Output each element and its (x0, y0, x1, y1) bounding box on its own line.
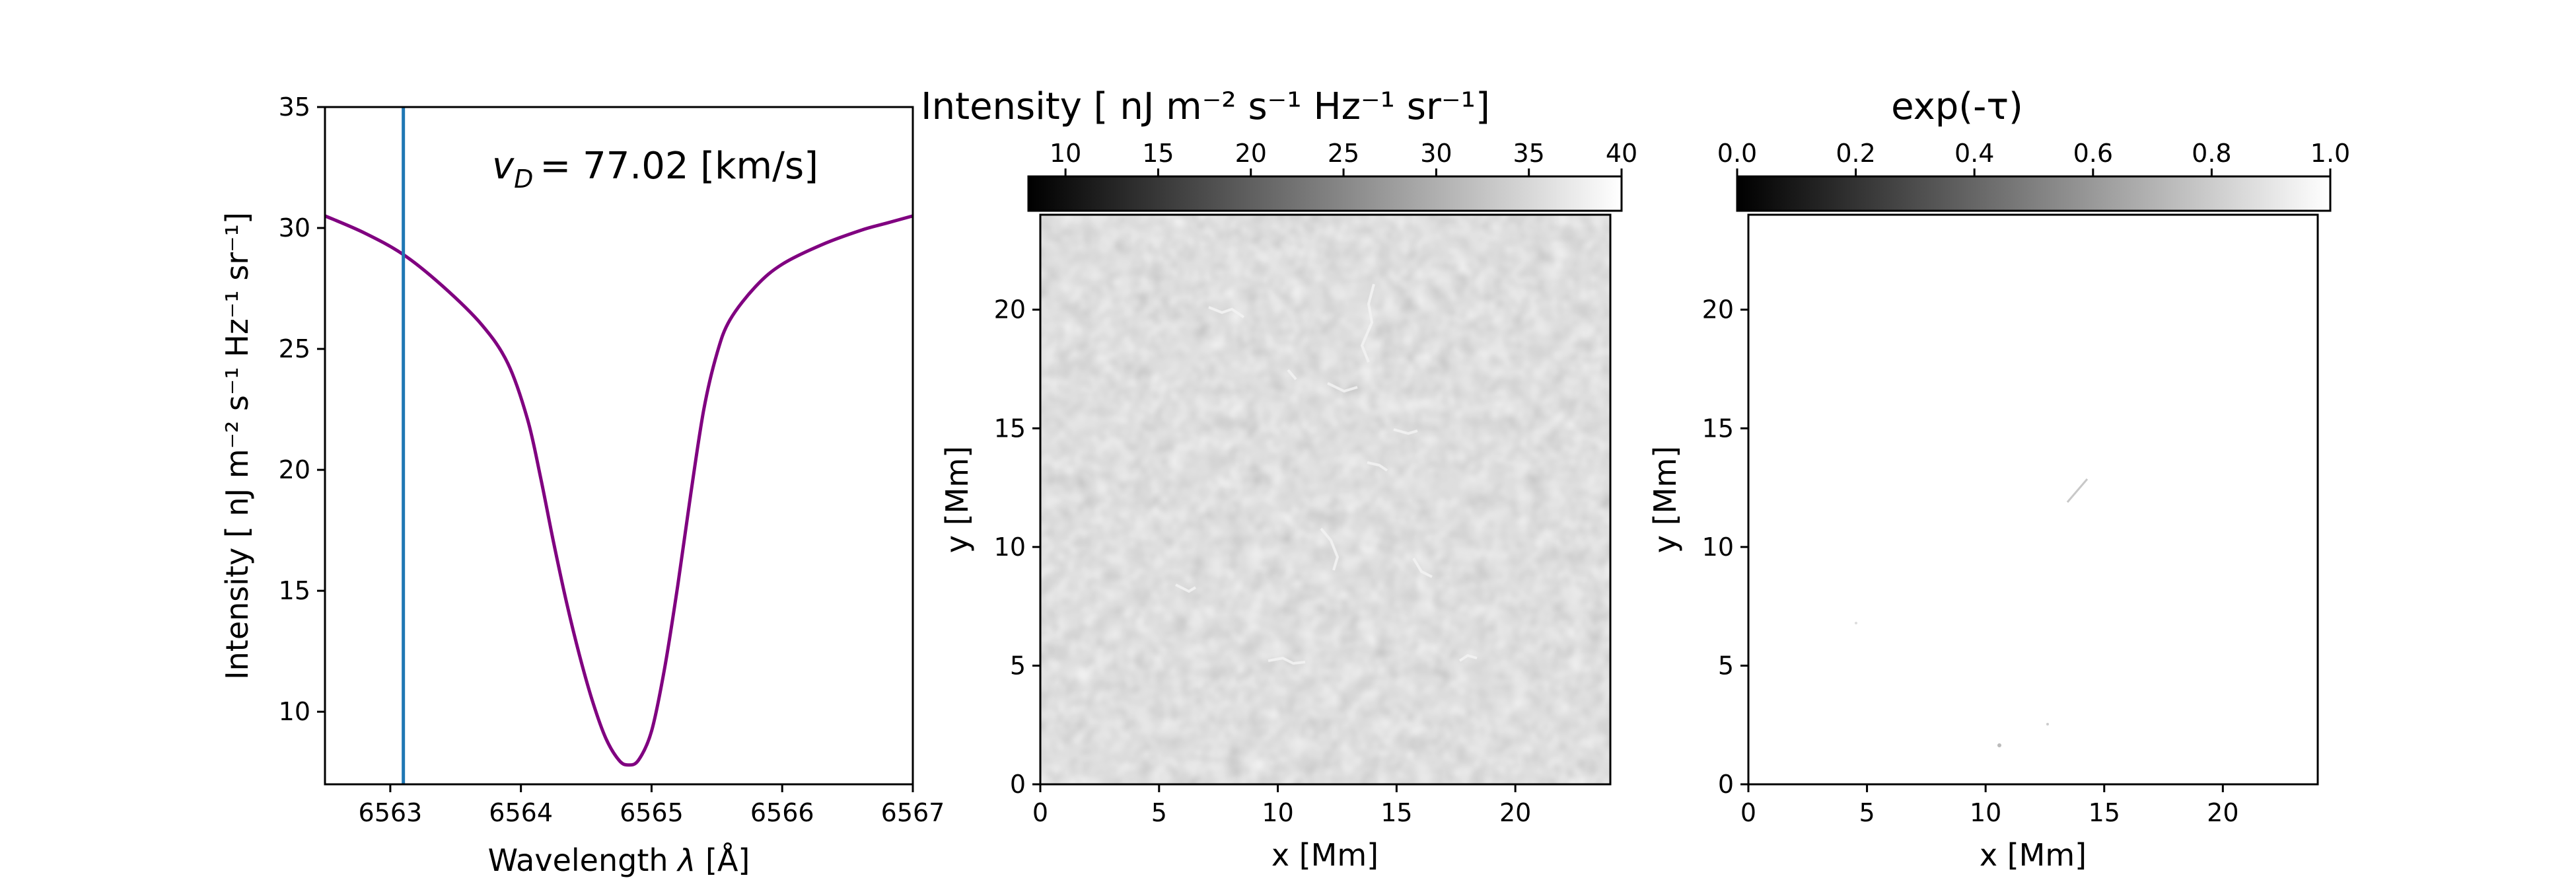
transmission-colorbar (1736, 175, 2332, 212)
x-tick-label: 10 (1262, 798, 1293, 827)
x-tick-label: 6566 (750, 798, 814, 827)
line-profile-panel: 6563 6564 6565 6566 6567 10 15 20 25 30 35 vD = 77… (219, 93, 945, 878)
profile-line (325, 214, 913, 767)
annotation-value: = 77.02 [km/s] (540, 145, 818, 188)
image-frame (1747, 213, 2319, 786)
annotation-subscript: D (514, 165, 533, 194)
y-axis-label: Intensity [ nJ m⁻² s⁻¹ Hz⁻¹ sr⁻¹] (219, 212, 255, 680)
y-tick-label: 35 (279, 93, 310, 122)
x-tick-label: 15 (2089, 798, 2120, 827)
colorbar-tick-label: 0.0 (1717, 139, 1757, 168)
y-tick-label: 5 (1718, 651, 1734, 680)
y-tick-label: 20 (279, 455, 310, 484)
x-tick-label: 5 (1859, 798, 1875, 827)
colorbar-tick-label: 0.4 (1954, 139, 1994, 168)
y-tick-label: 5 (1010, 651, 1026, 680)
colorbar-tick-label: 35 (1513, 139, 1545, 168)
y-tick-label: 25 (279, 334, 310, 363)
y-tick-label: 10 (994, 533, 1026, 562)
x-tick-label: 6563 (359, 798, 423, 827)
y-tick-label: 15 (994, 414, 1026, 443)
y-tick-label: 10 (1702, 533, 1734, 562)
y-tick-label: 0 (1718, 770, 1734, 799)
colorbar-tick-label: 0.2 (1836, 139, 1875, 168)
colorbar-tick-label: 30 (1420, 139, 1452, 168)
colorbar-tick-label: 40 (1606, 139, 1637, 168)
x-axis-label: Wavelength λ [Å] (488, 842, 750, 878)
intensity-map-panel: Intensity [ nJ m⁻² s⁻¹ Hz⁻¹ sr⁻¹] 10 15 20… (921, 85, 1637, 873)
x-tick-label: 6564 (489, 798, 553, 827)
x-tick-label: 6567 (881, 798, 945, 827)
colorbar-title: exp(-τ) (1891, 85, 2023, 128)
colorbar-tick-label: 1.0 (2310, 139, 2350, 168)
intensity-colorbar (1027, 175, 1623, 212)
x-tick-label: 15 (1380, 798, 1412, 827)
colorbar-tick-label: 25 (1328, 139, 1359, 168)
transmission-image (1748, 215, 2318, 784)
transmission-map-panel: exp(-τ) 0.0 0.2 0.4 0.6 0.8 1.0 0 5 10 15 20 0 5 10… (1647, 85, 2350, 873)
y-tick-label: 20 (1702, 295, 1734, 324)
image-frame (1039, 213, 1612, 786)
y-tick-label: 15 (279, 576, 310, 605)
x-axis-label: x [Mm] (1271, 837, 1378, 873)
y-axis-label: y [Mm] (1647, 446, 1683, 553)
y-tick-label: 30 (279, 213, 310, 242)
colorbar-tick-label: 15 (1142, 139, 1174, 168)
annotation-symbol: v (492, 145, 515, 188)
x-tick-label: 0 (1032, 798, 1048, 827)
x-tick-label: 20 (1499, 798, 1531, 827)
y-tick-label: 20 (994, 295, 1026, 324)
y-tick-label: 10 (279, 697, 310, 726)
x-tick-label: 0 (1740, 798, 1756, 827)
x-axis-label: x [Mm] (1980, 837, 2087, 873)
colorbar-title: Intensity [ nJ m⁻² s⁻¹ Hz⁻¹ sr⁻¹] (921, 85, 1490, 128)
colorbar-tick-label: 10 (1050, 139, 1081, 168)
colorbar-tick-label: 0.8 (2192, 139, 2231, 168)
doppler-velocity-annotation: vD = 77.02 [km/s] (492, 145, 818, 194)
colorbar-tick-label: 20 (1235, 139, 1267, 168)
colorbar-tick-label: 0.6 (2073, 139, 2113, 168)
y-axis-label: y [Mm] (939, 446, 975, 553)
y-tick-label: 0 (1010, 770, 1026, 799)
x-tick-label: 20 (2207, 798, 2238, 827)
x-tick-label: 10 (1970, 798, 2001, 827)
x-tick-label: 5 (1151, 798, 1167, 827)
y-tick-label: 15 (1702, 414, 1734, 443)
intensity-image (1040, 215, 1610, 784)
x-tick-label: 6565 (620, 798, 684, 827)
plot-frame (324, 106, 914, 786)
